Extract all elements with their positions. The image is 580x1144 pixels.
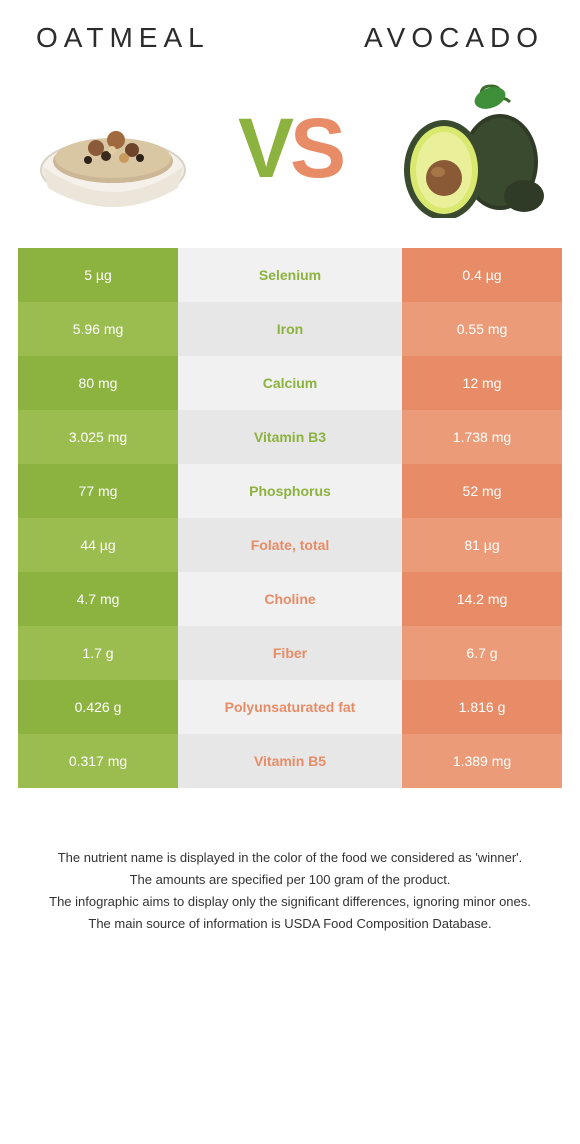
value-left: 0.426 g <box>18 680 178 734</box>
nutrient-name: Choline <box>178 572 402 626</box>
value-left: 3.025 mg <box>18 410 178 464</box>
avocado-image <box>382 78 552 218</box>
table-row: 3.025 mgVitamin B31.738 mg <box>18 410 562 464</box>
table-row: 1.7 gFiber6.7 g <box>18 626 562 680</box>
table-row: 0.426 gPolyunsaturated fat1.816 g <box>18 680 562 734</box>
value-left: 4.7 mg <box>18 572 178 626</box>
value-left: 0.317 mg <box>18 734 178 788</box>
value-right: 52 mg <box>402 464 562 518</box>
footnotes: The nutrient name is displayed in the co… <box>18 788 562 935</box>
footnote-line: The infographic aims to display only the… <box>26 892 554 912</box>
value-right: 14.2 mg <box>402 572 562 626</box>
table-row: 0.317 mgVitamin B51.389 mg <box>18 734 562 788</box>
nutrient-name: Phosphorus <box>178 464 402 518</box>
nutrient-name: Fiber <box>178 626 402 680</box>
value-left: 5.96 mg <box>18 302 178 356</box>
title-left: OATMEAL <box>36 22 210 54</box>
table-row: 5 µgSelenium0.4 µg <box>18 248 562 302</box>
table-row: 80 mgCalcium12 mg <box>18 356 562 410</box>
nutrient-name: Calcium <box>178 356 402 410</box>
value-right: 0.55 mg <box>402 302 562 356</box>
vs-v: V <box>238 106 290 190</box>
vs-label: VS <box>198 106 382 190</box>
value-right: 1.389 mg <box>402 734 562 788</box>
value-right: 6.7 g <box>402 626 562 680</box>
title-right: AVOCADO <box>364 22 544 54</box>
comparison-infographic: OATMEAL AVOCADO VS <box>0 0 580 983</box>
table-row: 4.7 mgCholine14.2 mg <box>18 572 562 626</box>
footnote-line: The amounts are specified per 100 gram o… <box>26 870 554 890</box>
value-left: 44 µg <box>18 518 178 572</box>
value-right: 1.816 g <box>402 680 562 734</box>
vs-s: S <box>290 106 342 190</box>
nutrient-name: Vitamin B5 <box>178 734 402 788</box>
oatmeal-image <box>28 78 198 218</box>
table-row: 77 mgPhosphorus52 mg <box>18 464 562 518</box>
table-row: 44 µgFolate, total81 µg <box>18 518 562 572</box>
value-right: 12 mg <box>402 356 562 410</box>
nutrient-table: 5 µgSelenium0.4 µg5.96 mgIron0.55 mg80 m… <box>18 248 562 788</box>
title-row: OATMEAL AVOCADO <box>18 10 562 78</box>
nutrient-name: Iron <box>178 302 402 356</box>
nutrient-name: Folate, total <box>178 518 402 572</box>
hero-row: VS <box>18 78 562 248</box>
nutrient-name: Vitamin B3 <box>178 410 402 464</box>
footnote-line: The main source of information is USDA F… <box>26 914 554 934</box>
value-left: 1.7 g <box>18 626 178 680</box>
nutrient-name: Polyunsaturated fat <box>178 680 402 734</box>
value-right: 81 µg <box>402 518 562 572</box>
table-row: 5.96 mgIron0.55 mg <box>18 302 562 356</box>
nutrient-name: Selenium <box>178 248 402 302</box>
value-left: 80 mg <box>18 356 178 410</box>
value-left: 77 mg <box>18 464 178 518</box>
value-right: 0.4 µg <box>402 248 562 302</box>
footnote-line: The nutrient name is displayed in the co… <box>26 848 554 868</box>
value-right: 1.738 mg <box>402 410 562 464</box>
value-left: 5 µg <box>18 248 178 302</box>
